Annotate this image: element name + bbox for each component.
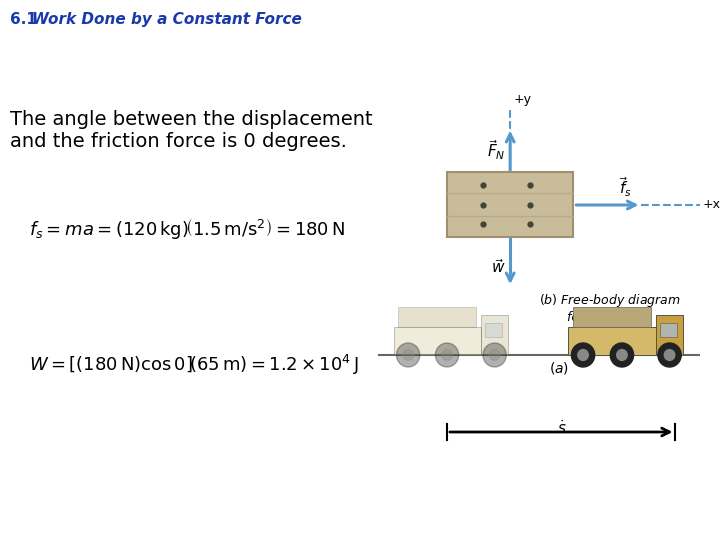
Circle shape [442, 349, 452, 360]
Circle shape [436, 343, 459, 367]
Text: and the friction force is 0 degrees.: and the friction force is 0 degrees. [9, 132, 346, 151]
Text: $W = \left[(180\,\mathrm{N})\cos 0\right]\!\left(65\,\mathrm{m}\right)= 1.2\time: $W = \left[(180\,\mathrm{N})\cos 0\right… [29, 353, 359, 377]
Bar [656, 315, 683, 355]
Circle shape [611, 343, 634, 367]
Circle shape [403, 349, 413, 360]
Text: The angle between the displacement: The angle between the displacement [9, 110, 372, 129]
Circle shape [617, 349, 627, 360]
Text: $(b)$ Free-body diagram
       for the crate: $(b)$ Free-body diagram for the crate [539, 292, 681, 324]
Circle shape [572, 343, 595, 367]
Circle shape [658, 343, 681, 367]
Circle shape [665, 349, 675, 360]
Text: $\dot{s}$: $\dot{s}$ [557, 419, 567, 437]
Text: $\vec{f}_s$: $\vec{f}_s$ [618, 176, 631, 199]
Bar [394, 327, 481, 355]
Bar [481, 315, 508, 355]
Circle shape [490, 349, 500, 360]
Bar [660, 323, 678, 337]
Text: $f_s = ma = \left(120\,\mathrm{kg}\right)\!\left(1.5\,\mathrm{m/s}^2\right)= 180: $f_s = ma = \left(120\,\mathrm{kg}\right… [29, 218, 345, 242]
Bar [573, 307, 651, 327]
Circle shape [397, 343, 420, 367]
Text: +x: +x [703, 199, 720, 212]
Circle shape [483, 343, 506, 367]
Bar [398, 307, 476, 327]
Text: $(a)$: $(a)$ [549, 360, 569, 376]
Text: $\vec{F}_N$: $\vec{F}_N$ [487, 139, 505, 163]
Text: $\vec{w}$: $\vec{w}$ [491, 258, 505, 276]
Bar [485, 323, 503, 337]
Text: Work Done by a Constant Force: Work Done by a Constant Force [32, 12, 302, 27]
Bar [447, 172, 573, 237]
Text: +y: +y [514, 93, 532, 106]
Text: 6.1: 6.1 [9, 12, 42, 27]
Bar [569, 327, 656, 355]
Circle shape [578, 349, 588, 360]
